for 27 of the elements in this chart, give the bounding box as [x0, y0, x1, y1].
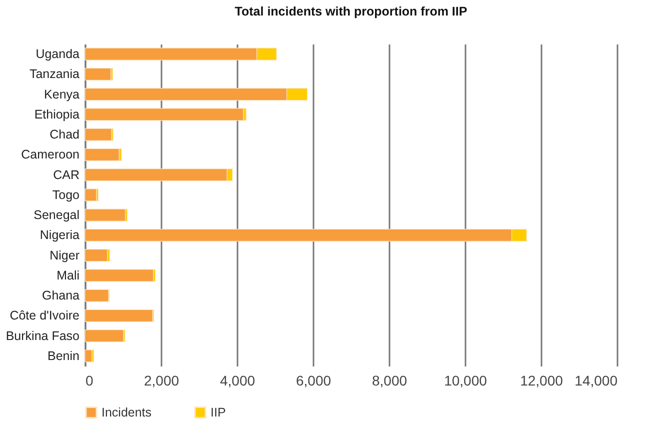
x-tick-label: 14,000: [574, 372, 618, 388]
y-tick-label: Senegal: [34, 208, 80, 222]
x-tick-label: 10,000: [444, 372, 488, 388]
y-tick-label: CAR: [53, 168, 80, 182]
y-tick-label: Niger: [50, 248, 80, 262]
y-tick-label: Burkina Faso: [6, 328, 80, 343]
y-tick-label: Kenya: [44, 87, 80, 102]
y-tick-label: Tanzania: [29, 67, 80, 82]
y-tick-label: Ghana: [42, 288, 80, 303]
x-tick-label: 2,000: [144, 372, 180, 388]
y-tick-label: Côte d'Ivoire: [10, 308, 80, 323]
legend-label: IIP: [210, 406, 226, 420]
legend-label: Incidents: [102, 406, 152, 420]
y-tick-label: Uganda: [36, 47, 80, 62]
x-tick-label: 8,000: [372, 372, 408, 388]
x-tick-label: 12,000: [520, 372, 564, 388]
chart-title: Total incidents with proportion from IIP: [234, 4, 468, 18]
y-tick-label: Chad: [50, 128, 80, 142]
y-tick-label: Togo: [52, 188, 80, 202]
x-tick-label: 6,000: [296, 372, 332, 388]
y-tick-label: Benin: [48, 348, 80, 363]
y-tick-label: Mali: [56, 268, 80, 282]
y-tick-label: Cameroon: [21, 148, 80, 162]
y-tick-label: Nigeria: [40, 228, 80, 242]
x-tick-label: 0: [86, 372, 94, 388]
y-tick-label: Ethiopia: [34, 107, 80, 122]
x-tick-label: 4,000: [220, 372, 256, 388]
